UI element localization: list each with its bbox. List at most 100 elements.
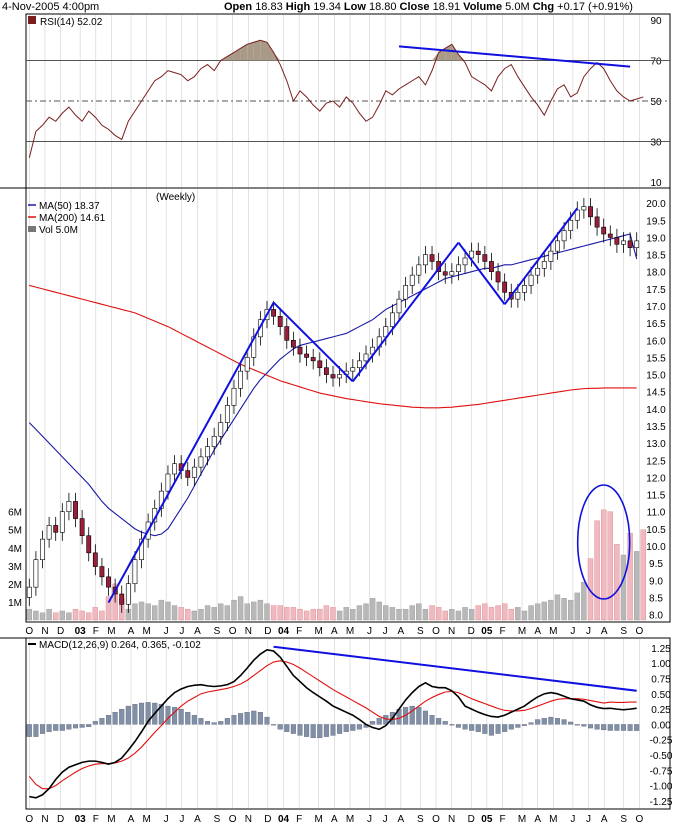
volume-bar	[158, 599, 165, 621]
x-axis-label: M	[315, 814, 323, 825]
price-tick-label: 17.0	[646, 302, 666, 313]
candle-body	[323, 367, 329, 375]
candle-body	[119, 593, 125, 605]
volume-bar	[277, 605, 283, 621]
rsi-tick-label: 70	[650, 57, 662, 68]
volume-bar	[607, 511, 613, 621]
x-axis-label: N	[245, 626, 252, 637]
volume-bar	[633, 551, 640, 621]
macd-histogram-bar	[383, 715, 389, 725]
volume-bar	[303, 610, 310, 621]
candle-body	[568, 219, 574, 231]
volume-bar	[211, 607, 217, 621]
x-axis-label: O	[432, 814, 440, 825]
macd-histogram-bar	[614, 724, 620, 731]
price-trendline	[352, 241, 460, 383]
candle-body	[244, 357, 250, 372]
volume-bar	[92, 607, 99, 621]
x-axis-label: O	[229, 626, 237, 637]
price-legend-2: Vol 5.0M	[39, 225, 78, 236]
rsi-overbought-fill	[253, 40, 261, 61]
x-axis-label: S	[214, 814, 221, 825]
candle-body	[541, 261, 547, 269]
x-axis-label: D	[468, 626, 475, 637]
price-tick-label: 13.0	[646, 439, 666, 450]
volume-bar	[396, 608, 402, 621]
price-panel: 8.0 8.5 9.0 9.5 10.0 10.5 11.0 11.5 12.0 12.5 13.0…	[0, 187, 671, 623]
volume-bar	[26, 608, 33, 621]
x-axis-label: 05	[481, 626, 493, 637]
macd-histogram-bar	[106, 715, 112, 725]
volume-bar	[620, 554, 627, 621]
x-axis-label: M	[346, 814, 354, 825]
macd-histogram-bar	[257, 712, 263, 725]
macd-histogram-bar	[455, 724, 461, 728]
price-trendline	[272, 301, 354, 383]
price-frame	[25, 187, 671, 623]
rsi-overbought-fill	[438, 48, 446, 61]
rsi-overbought-fill	[240, 44, 248, 61]
x-axis-label: N	[245, 814, 252, 825]
macd-histogram-bar	[191, 715, 197, 725]
candle-body	[198, 456, 204, 468]
volume-bar	[270, 605, 277, 621]
candle-body	[429, 254, 435, 262]
macd-histogram-bar	[323, 724, 329, 737]
macd-histogram-bar	[317, 724, 323, 739]
volume-bar	[257, 599, 264, 621]
price-legend-0: MA(50) 18.37	[39, 201, 100, 212]
macd-histogram-bar	[290, 724, 296, 734]
macd-histogram-bar	[125, 705, 131, 725]
volume-bar	[72, 608, 79, 621]
x-axis-label: A	[397, 814, 404, 825]
macd-histogram-bar	[620, 724, 627, 731]
x-axis-label: J	[383, 814, 388, 825]
volume-bar	[224, 605, 231, 621]
ma200-line	[29, 284, 637, 409]
volume-bar	[39, 612, 46, 621]
volume-bar	[561, 598, 567, 621]
macd-histogram-bar	[495, 724, 501, 734]
rsi-overbought-fill	[451, 44, 459, 61]
candle-body	[211, 435, 217, 447]
macd-histogram-bar	[59, 724, 65, 731]
volume-bar	[594, 520, 600, 621]
quote-summary: Open 18.83 High 19.34 Low 18.80 Close 18…	[224, 0, 633, 14]
macd-histogram-bar	[224, 718, 230, 725]
macd-histogram-bar	[634, 724, 640, 731]
candle-body	[191, 466, 197, 478]
volume-bar	[145, 603, 151, 621]
candle-body	[561, 230, 567, 242]
macd-histogram-bar	[284, 724, 290, 732]
volume-bar	[482, 603, 488, 621]
x-axis-label: O	[25, 626, 33, 637]
close-value: 18.91	[432, 1, 461, 13]
volume-bar	[178, 607, 184, 621]
candle-body	[277, 315, 283, 327]
x-axis-label: 03	[75, 814, 87, 825]
x-axis-label: 03	[75, 626, 87, 637]
x-axis-label: A	[194, 814, 201, 825]
x-axis-label: J	[570, 626, 575, 637]
volume-bar	[290, 607, 297, 621]
x-axis-label: D	[264, 626, 271, 637]
candle-body	[594, 216, 600, 228]
candle-body	[317, 360, 323, 369]
period-label: (Weekly)	[156, 192, 195, 203]
macd-histogram-bar	[356, 724, 362, 730]
macd-histogram-bar	[376, 718, 382, 725]
volume-bar	[501, 603, 508, 621]
rsi-tick-label: 50	[650, 97, 662, 108]
low-label: Low	[343, 1, 366, 13]
macd-histogram-bar	[350, 724, 356, 731]
volume-bar	[600, 509, 607, 621]
macd-trendline	[273, 645, 637, 692]
x-axis-label: J	[367, 626, 372, 637]
macd-tick-label: -1.25	[650, 797, 673, 808]
volume-bar	[284, 607, 290, 621]
volume-bar	[442, 610, 448, 621]
price-tick-label: 18.0	[646, 268, 666, 279]
candle-body	[449, 271, 455, 276]
macd-histogram-bar	[277, 724, 283, 730]
macd-histogram-bar	[337, 724, 343, 734]
